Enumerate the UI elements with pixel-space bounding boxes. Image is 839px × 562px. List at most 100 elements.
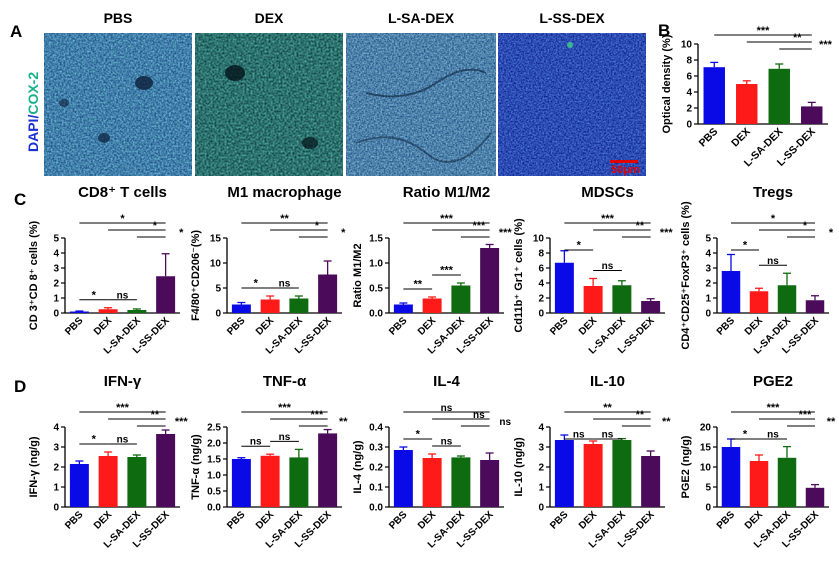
bar-l-ss-dex bbox=[801, 106, 823, 124]
bar-l-ss-dex bbox=[318, 433, 338, 507]
category-label: DEX bbox=[729, 126, 753, 150]
micrograph-l-sa-dex bbox=[346, 33, 496, 176]
bar-pbs bbox=[721, 271, 741, 313]
y-tick-label: 3 bbox=[705, 264, 711, 275]
significance-label: *** bbox=[116, 402, 130, 414]
significance-label: ns bbox=[250, 437, 262, 448]
y-tick-label: 2 bbox=[53, 463, 59, 474]
y-axis-label: Cd11b⁺ Gr1⁺ cells (%) bbox=[513, 218, 525, 333]
significance-label: ** bbox=[793, 32, 802, 44]
bar-l-ss-dex bbox=[641, 301, 661, 313]
bar-dex bbox=[98, 456, 118, 507]
y-tick-label: 0 bbox=[538, 503, 544, 514]
y-tick-label: 0.0 bbox=[369, 503, 383, 514]
significance-label: * bbox=[179, 227, 184, 239]
y-tick-label: 0 bbox=[686, 120, 692, 131]
bar-l-sa-dex bbox=[612, 285, 632, 313]
significance-label: *** bbox=[660, 227, 674, 239]
y-tick-label: 6 bbox=[686, 72, 692, 83]
y-tick-label: 1 bbox=[705, 294, 711, 305]
bar-dex bbox=[422, 298, 442, 313]
significance-label: ** bbox=[636, 409, 645, 421]
stain-slash: / bbox=[25, 114, 41, 119]
significance-label: * bbox=[803, 220, 808, 232]
significance-label: *** bbox=[440, 265, 454, 277]
scale-bar bbox=[610, 160, 638, 163]
significance-label: *** bbox=[440, 213, 454, 225]
y-axis-label: CD 3⁺CD 8⁺ cells (%) bbox=[28, 220, 40, 330]
bar-l-sa-dex bbox=[451, 285, 471, 313]
panel-letter-d: D bbox=[14, 377, 27, 396]
y-axis-label: IL-4 (ng/g) bbox=[352, 440, 364, 493]
chart-m1: M1 macrophage 0 5 10 15 F4/80⁺CD206⁻(%) PBS DEX… bbox=[190, 184, 346, 357]
y-axis-label: CD4⁺CD25⁺FoxP3⁺ cells (%) bbox=[680, 201, 692, 350]
chart-cd8: CD8⁺ T cells 0 1 2 3 4 5 CD 3⁺CD 8⁺ cells (%) PB… bbox=[28, 184, 184, 357]
stain-cox2: COX-2 bbox=[25, 71, 41, 115]
bar-dex bbox=[749, 291, 769, 313]
significance-label: * bbox=[315, 220, 320, 232]
y-tick-label: 5 bbox=[53, 234, 59, 245]
category-label: DEX bbox=[577, 509, 600, 532]
chart-ratio: Ratio M1/M2 0.0 0.5 1.0 1.5 Ratio M1/M2 PBS DEX… bbox=[352, 184, 512, 357]
y-axis-label: F4/80⁺CD206⁻(%) bbox=[190, 230, 202, 321]
y-tick-label: 15 bbox=[210, 234, 222, 245]
y-tick-label: 4 bbox=[538, 279, 544, 290]
bar-dex bbox=[260, 299, 280, 313]
condition-label-l-ss-dex: L-SS-DEX bbox=[539, 10, 605, 26]
y-tick-label: 4 bbox=[53, 423, 59, 434]
category-label: DEX bbox=[416, 315, 439, 338]
bar-dex bbox=[583, 286, 603, 313]
category-label: DEX bbox=[254, 509, 277, 532]
y-tick-label: 0.4 bbox=[369, 423, 383, 434]
y-tick-label: 0.2 bbox=[369, 463, 383, 474]
chart-il4: IL-40.00.10.20.30.4IL-4 (ng/g)PBS DEXL-SA… bbox=[352, 373, 512, 551]
y-tick-label: 3 bbox=[53, 443, 59, 454]
significance-label: ns bbox=[602, 261, 614, 272]
condition-label-l-sa-dex: L-SA-DEX bbox=[387, 10, 455, 26]
bar-l-sa-dex bbox=[451, 457, 471, 507]
significance-label: *** bbox=[472, 220, 486, 232]
bar-pbs bbox=[393, 450, 413, 507]
micrograph-l-ss-dex bbox=[498, 33, 646, 176]
bar-l-ss-dex bbox=[641, 456, 661, 507]
significance-label: ns bbox=[602, 430, 614, 441]
y-tick-label: 1 bbox=[53, 294, 59, 305]
chart-title: IL-10 bbox=[590, 373, 625, 390]
bar-l-ss-dex bbox=[805, 300, 825, 313]
panel-letter-c: C bbox=[14, 190, 27, 209]
category-label: DEX bbox=[743, 509, 766, 532]
significance-label: * bbox=[120, 213, 125, 225]
y-tick-label: 3 bbox=[538, 443, 544, 454]
chart-title: Tregs bbox=[753, 184, 793, 201]
y-tick-label: 4 bbox=[538, 423, 544, 434]
bar-l-sa-dex bbox=[289, 298, 309, 313]
y-tick-label: 2 bbox=[686, 104, 692, 115]
condition-label-pbs: PBS bbox=[103, 10, 133, 26]
y-tick-label: 4 bbox=[705, 249, 711, 260]
chart-title: Ratio M1/M2 bbox=[403, 184, 491, 201]
significance-label: *** bbox=[799, 409, 813, 421]
significance-label: ns bbox=[441, 437, 453, 448]
bar-pbs bbox=[554, 440, 574, 507]
bar-dex bbox=[98, 309, 118, 313]
bar-pbs bbox=[231, 304, 251, 313]
y-tick-label: 0 bbox=[53, 503, 59, 514]
y-axis-label: Ratio M1/M2 bbox=[352, 243, 364, 307]
significance-label: ** bbox=[151, 409, 160, 421]
category-label: PBS bbox=[715, 315, 738, 338]
category-label: PBS bbox=[697, 126, 721, 150]
significance-label: ns bbox=[279, 432, 291, 443]
significance-label: ns bbox=[767, 256, 779, 267]
condition-label-dex: DEX bbox=[254, 10, 284, 26]
y-tick-label: 1 bbox=[538, 483, 544, 494]
y-tick-label: 0.5 bbox=[369, 284, 383, 295]
y-tick-label: 2 bbox=[53, 279, 59, 290]
category-label: PBS bbox=[548, 509, 571, 532]
y-axis-label: PGE2 (ng/g) bbox=[680, 435, 692, 498]
significance-label: *** bbox=[278, 402, 292, 414]
significance-label: * bbox=[743, 429, 748, 441]
y-tick-label: 6 bbox=[538, 264, 544, 275]
